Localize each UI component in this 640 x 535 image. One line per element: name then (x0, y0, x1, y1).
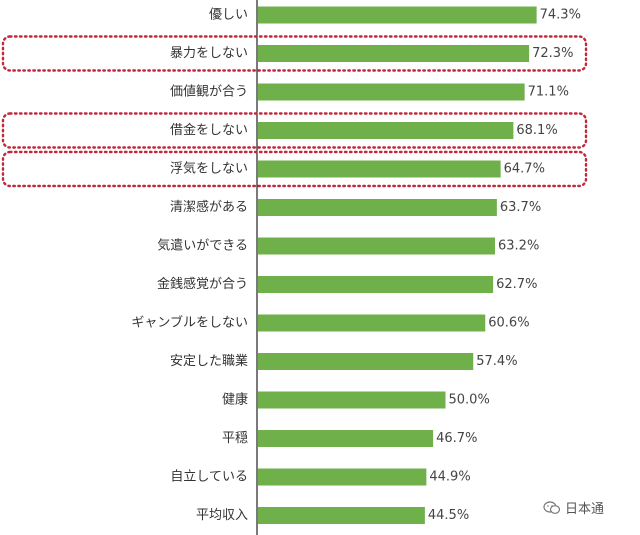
category-label: 自立している (170, 470, 248, 485)
bar (258, 507, 425, 524)
wechat-icon (543, 500, 561, 514)
value-label: 62.7% (496, 277, 537, 292)
bar (258, 6, 537, 24)
category-label: 価値観が合う (170, 84, 248, 100)
bar (258, 160, 501, 178)
highlight-box (1, 112, 588, 149)
bar (258, 353, 474, 370)
bar (258, 391, 446, 409)
bar (258, 468, 427, 486)
value-label: 57.4% (476, 354, 517, 369)
category-label: 安定した職業 (170, 353, 248, 369)
value-label: 74.3% (540, 8, 581, 23)
value-label: 68.1% (516, 123, 557, 138)
bar (258, 237, 495, 255)
category-label: ギャンブルをしない (131, 315, 248, 331)
value-label: 60.6% (488, 316, 529, 331)
category-label: 浮気をしない (170, 161, 248, 177)
bar (258, 199, 497, 216)
value-label: 44.5% (428, 508, 469, 523)
value-label: 44.9% (429, 470, 470, 485)
category-label: 優しい (209, 8, 248, 23)
category-label: 借金をしない (170, 122, 248, 138)
value-label: 63.7% (500, 200, 541, 215)
highlight-box (1, 150, 588, 188)
category-label: 金銭感覚が合う (157, 276, 248, 292)
value-label: 71.1% (528, 85, 569, 100)
bar (258, 430, 434, 447)
watermark-text: 日本通 (564, 502, 604, 517)
bar (258, 314, 486, 332)
value-label: 72.3% (532, 46, 573, 61)
bar (258, 122, 514, 139)
category-label: 清潔感がある (170, 199, 248, 215)
watermark: 日本通 (543, 498, 604, 517)
bar (258, 276, 494, 293)
category-label: 暴力をしない (170, 46, 248, 61)
value-label: 46.7% (436, 431, 477, 446)
bar (258, 45, 530, 62)
category-label: 平均収入 (196, 508, 248, 523)
value-label: 64.7% (504, 162, 545, 177)
value-label: 63.2% (498, 239, 539, 254)
category-label: 平穏 (222, 431, 248, 446)
category-label: 健康 (222, 392, 248, 408)
category-label: 気遣いができる (157, 238, 248, 254)
highlight-box (1, 35, 588, 72)
bar (258, 83, 525, 101)
value-label: 50.0% (449, 393, 490, 408)
